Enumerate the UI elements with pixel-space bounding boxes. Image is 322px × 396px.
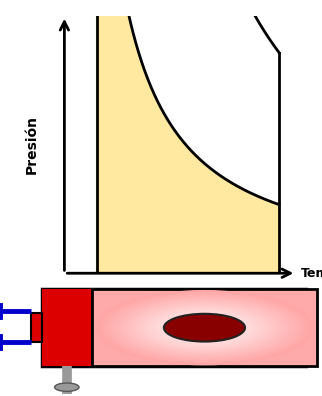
Circle shape xyxy=(129,302,279,353)
Circle shape xyxy=(188,322,221,333)
Text: Presión: Presión xyxy=(25,115,39,174)
Circle shape xyxy=(122,299,287,356)
Circle shape xyxy=(55,383,79,391)
Circle shape xyxy=(192,324,217,332)
Circle shape xyxy=(170,316,239,339)
Circle shape xyxy=(164,314,245,342)
Bar xyxy=(42,289,92,366)
Circle shape xyxy=(185,321,224,335)
Circle shape xyxy=(126,301,283,355)
Circle shape xyxy=(174,317,235,338)
Circle shape xyxy=(148,308,261,347)
Circle shape xyxy=(181,320,228,336)
Circle shape xyxy=(177,318,232,337)
Text: Temp.: Temp. xyxy=(300,267,322,280)
Circle shape xyxy=(159,312,250,343)
Circle shape xyxy=(144,307,265,348)
Circle shape xyxy=(118,298,291,357)
Circle shape xyxy=(195,325,213,331)
Bar xyxy=(42,289,306,366)
Circle shape xyxy=(100,292,309,364)
Circle shape xyxy=(203,327,206,328)
Bar xyxy=(92,289,317,366)
Circle shape xyxy=(104,293,305,362)
Circle shape xyxy=(166,314,243,341)
Circle shape xyxy=(137,305,272,351)
Circle shape xyxy=(162,313,247,342)
Circle shape xyxy=(199,326,210,329)
Circle shape xyxy=(140,306,269,350)
Circle shape xyxy=(155,311,254,345)
Bar xyxy=(31,313,42,342)
Circle shape xyxy=(115,297,294,358)
Circle shape xyxy=(133,303,276,352)
Circle shape xyxy=(107,295,302,361)
Circle shape xyxy=(96,291,313,365)
Circle shape xyxy=(151,310,258,346)
Circle shape xyxy=(111,296,298,360)
